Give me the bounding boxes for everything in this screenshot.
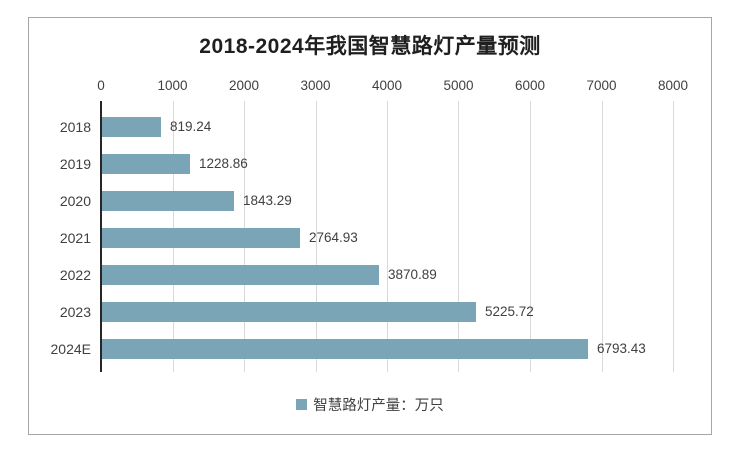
bar-value-label: 5225.72 (485, 304, 534, 319)
value-axis-zero-line (100, 101, 102, 372)
x-axis-tick-label: 1000 (157, 78, 188, 93)
bar-value-label: 1843.29 (243, 193, 292, 208)
category-label: 2018 (59, 119, 91, 135)
x-axis-tick-label: 8000 (657, 78, 689, 93)
category-label: 2019 (59, 156, 91, 172)
gridline (602, 101, 603, 372)
x-axis-tick-label: 4000 (371, 78, 403, 93)
legend-label: 智慧路灯产量：万只 (313, 398, 444, 414)
chart-title: 2018-2024年我国智慧路灯产量预测 (199, 35, 541, 58)
bar-value-label: 1228.86 (199, 156, 248, 171)
category-label: 2020 (59, 193, 91, 209)
bar (102, 191, 234, 211)
legend-swatch-icon (296, 399, 308, 410)
bar (102, 117, 161, 137)
chart-frame: 2018-2024年我国智慧路灯产量预测 0 1000 2000 3000 4000 50… (28, 17, 712, 435)
bar-value-label: 2764.93 (309, 230, 358, 245)
gridline (673, 101, 674, 372)
gridline (530, 101, 531, 372)
gridline (316, 101, 317, 372)
bar-value-label: 819.24 (170, 119, 212, 134)
bar (102, 339, 588, 359)
x-axis-tick-label: 5000 (443, 78, 474, 93)
x-axis-tick-label: 0 (97, 78, 105, 93)
bar (102, 302, 476, 322)
gridline (458, 101, 459, 372)
category-label: 2024E (50, 341, 91, 357)
x-axis-tick-label: 3000 (300, 78, 331, 93)
category-label: 2023 (59, 304, 91, 320)
gridline (387, 101, 388, 372)
bar (102, 228, 300, 248)
x-axis-tick-label: 2000 (228, 78, 260, 93)
bar (102, 154, 190, 174)
legend: 智慧路灯产量：万只 (29, 394, 711, 415)
bar (102, 265, 379, 285)
x-axis-tick-label: 6000 (514, 78, 546, 93)
bar-value-label: 6793.43 (597, 341, 646, 356)
category-label: 2022 (59, 267, 91, 283)
bar-value-label: 3870.89 (388, 267, 437, 282)
x-axis-tick-label: 7000 (586, 78, 617, 93)
category-label: 2021 (59, 230, 91, 246)
